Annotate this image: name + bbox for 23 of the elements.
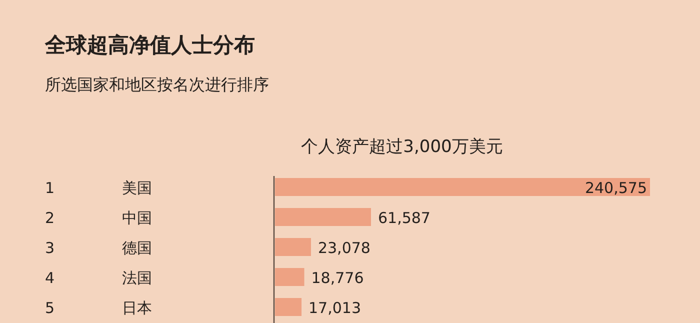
bar — [275, 268, 304, 286]
chart-title: 全球超高净值人士分布 — [44, 33, 255, 57]
data-label: 18,776 — [311, 269, 364, 287]
y-tick-label: 德国 — [122, 239, 152, 257]
text: 3 — [45, 239, 55, 257]
bar — [275, 238, 311, 256]
x-axis-title: 个人资产超过3,000万美元 — [301, 137, 503, 157]
chart-subtitle: 所选国家和地区按名次进行排序 — [45, 75, 269, 94]
text: 4 — [45, 269, 55, 287]
y-tick-label: 美国 — [122, 179, 152, 197]
bar — [275, 178, 650, 196]
bar — [275, 298, 302, 316]
y-tick-label: 中国 — [122, 209, 152, 227]
text: 2 — [45, 209, 55, 227]
text: 5 — [45, 299, 55, 317]
data-label: 240,575 — [584, 179, 647, 197]
data-label: 23,078 — [318, 239, 370, 257]
y-tick-label: 日本 — [122, 299, 152, 317]
y-tick-label: 法国 — [122, 269, 152, 287]
text: 1 — [45, 179, 55, 197]
bar — [275, 208, 371, 226]
data-label: 61,587 — [378, 209, 430, 227]
data-label: 17,013 — [308, 299, 362, 317]
